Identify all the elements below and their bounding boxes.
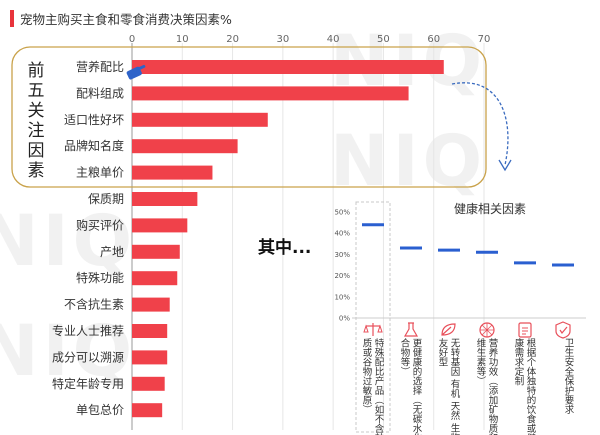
inset-category-label: 康需求定制 [513,337,525,385]
bar [132,165,213,180]
x-tick-label: 30 [276,34,289,45]
category-label: 购买评价 [76,217,124,232]
bar [132,218,188,233]
curved-arrow [451,82,509,166]
bar [132,297,170,312]
bar [132,192,198,206]
bar [132,324,168,338]
inset-category-label: 卫生安全保护要求 [563,338,575,414]
chart-title: 宠物主购买主食和零食消费决策因素% [20,12,232,27]
bar [132,244,180,259]
bar [132,112,268,127]
bar [132,403,163,418]
inset-y-tick: 50% [334,209,350,217]
x-tick-label: 10 [176,34,189,45]
bar [132,271,178,286]
shield-check-icon [555,321,571,339]
bar [132,60,444,74]
highlight-char: 关 [28,101,45,121]
inset-category-label: 无转基因 有机 天然 生物 [449,338,461,435]
inset-category-label: 维生素等） [475,337,487,385]
highlight-char: 因 [28,141,45,161]
annotation-text: 其中... [258,238,312,258]
highlight-char: 素 [28,161,45,181]
title-accent-bar [10,10,14,27]
clipboard-icon [518,322,532,338]
inset-y-tick: 10% [334,293,350,301]
inset-y-tick: 20% [334,272,350,280]
highlight-char: 注 [28,121,45,141]
nutrition-wheel-icon [479,322,495,338]
category-label: 主粮单价 [76,165,124,180]
x-tick-label: 20 [226,34,239,45]
category-label: 特定年龄专用 [52,376,124,391]
inset-category-label: 友好型 [437,337,449,366]
inset-title: 健康相关因素 [454,201,526,216]
flask-icon [403,322,419,337]
scale-icon [363,323,383,336]
inset-category-label: 更健康的选择（无碳水化 [411,338,423,435]
category-label: 品牌知名度 [64,138,124,153]
bar [132,86,409,101]
inset-category-label: 根据个体独特的饮食或健 [525,337,537,435]
category-label: 营养配比 [76,59,124,74]
category-label: 保质期 [88,192,124,206]
inset-highlight-box [355,201,391,433]
x-tick-label: 60 [427,34,440,45]
bar [132,139,238,154]
highlight-char: 五 [28,81,45,101]
arrow-head-icon [498,159,512,172]
x-tick-label: 50 [377,34,390,45]
highlight-char: 前 [28,61,45,81]
x-tick-label: 70 [478,34,491,45]
inset-category-label: 合物等） [399,337,411,376]
inset-y-tick: 30% [334,251,350,259]
inset-y-tick: 0% [339,315,350,323]
category-label: 配料组成 [76,86,124,100]
bar [132,376,165,391]
inset-category-label: 营养功效（添加矿物质和 [487,337,499,435]
category-label: 产地 [100,245,124,259]
x-tick-label: 0 [129,34,135,45]
inset-category-label: 特殊配比产品（如不含麸 [373,337,385,435]
category-label: 不含抗生素 [64,297,124,312]
leaf-icon [441,323,456,336]
inset-y-tick: 40% [334,230,350,238]
x-tick-label: 40 [327,34,340,45]
highlight-bracket [11,46,487,188]
category-label: 适口性好坏 [64,113,124,127]
category-label: 专业人士推荐 [52,323,124,338]
category-label: 特殊功能 [76,270,124,285]
category-label: 单包总价 [76,403,124,417]
category-label: 成分可以溯源 [52,349,124,364]
inset-category-label: 质或谷物过敏原） [361,337,373,414]
pointer-hand-icon [126,64,146,80]
bar [132,350,168,365]
